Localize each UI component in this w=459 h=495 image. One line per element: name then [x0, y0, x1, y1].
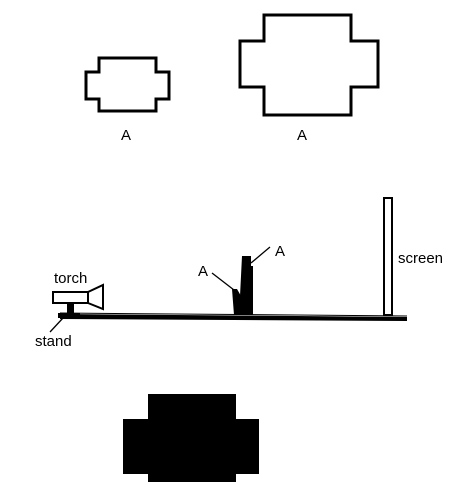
- small-cross-outline: [84, 56, 171, 113]
- bench-rail-edge: [59, 312, 408, 317]
- bench-rail: [60, 314, 407, 321]
- large-shape-label: A: [297, 127, 307, 144]
- stand-label: stand: [35, 333, 72, 350]
- optical-bench: [49, 197, 408, 333]
- screen-label: screen: [398, 250, 443, 267]
- torch-body: [52, 291, 89, 304]
- object-cutout: [232, 256, 253, 315]
- torch: [52, 283, 104, 318]
- torch-label: torch: [54, 270, 87, 287]
- screen: [383, 197, 393, 316]
- shadow-shape: [123, 394, 259, 482]
- object-label-left: A: [198, 263, 208, 280]
- label-pointer-left: [211, 272, 235, 291]
- torch-stand-base: [58, 313, 80, 318]
- stand-pointer: [49, 317, 64, 333]
- label-pointer-right: [250, 246, 271, 264]
- torch-stand-post: [67, 303, 74, 315]
- shape-outlines: [84, 13, 380, 117]
- small-shape-label: A: [121, 127, 131, 144]
- large-cross-outline: [238, 13, 380, 117]
- object-label-right: A: [275, 243, 285, 260]
- torch-head: [87, 283, 104, 311]
- cutout-main-profile: [240, 256, 253, 315]
- cutout-left-profile: [232, 289, 241, 315]
